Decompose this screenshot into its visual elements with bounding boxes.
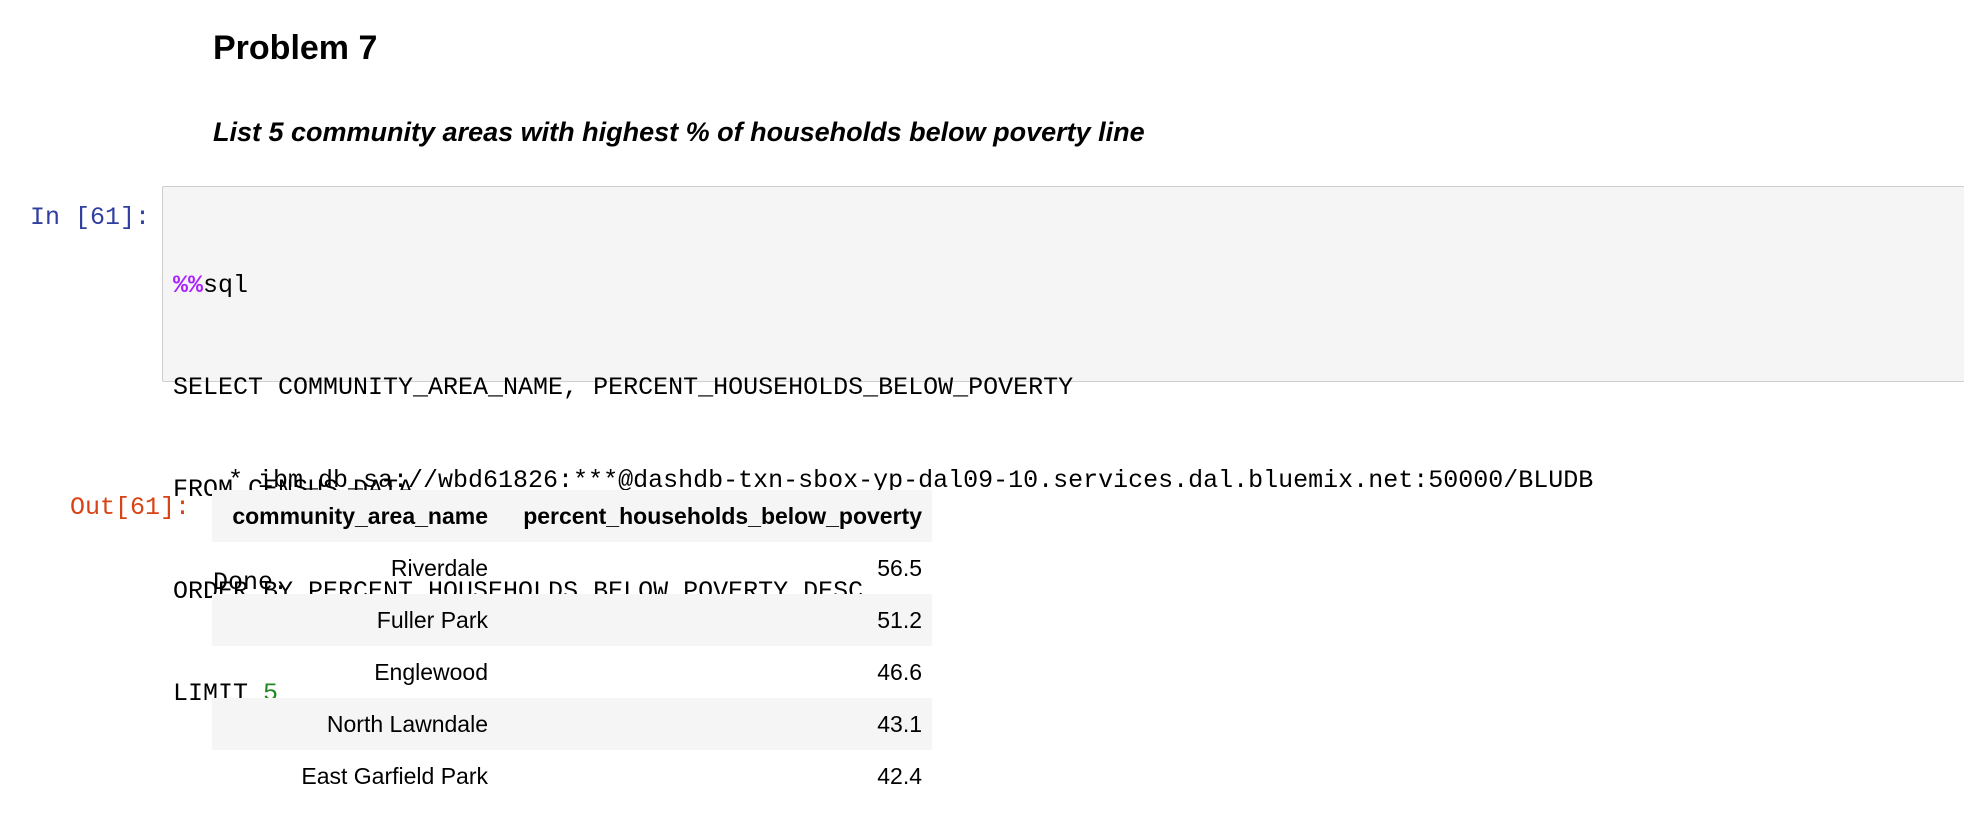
problem-description: List 5 community areas with highest % of… bbox=[213, 117, 1145, 147]
percent-below-poverty-cell: 46.6 bbox=[877, 658, 922, 685]
community-area-name-cell: North Lawndale bbox=[212, 698, 498, 750]
table-row: Riverdale 56.5 bbox=[212, 542, 932, 594]
sql-code-cell[interactable]: %%sql SELECT COMMUNITY_AREA_NAME, PERCEN… bbox=[162, 186, 1964, 708]
magic-prefix: %% bbox=[173, 271, 204, 300]
code-line-magic: %%sql bbox=[173, 269, 1964, 303]
percent-below-poverty-cell: 56.5 bbox=[877, 554, 922, 581]
community-area-name-cell: East Garfield Park bbox=[301, 762, 488, 789]
code-line-select: SELECT COMMUNITY_AREA_NAME, PERCENT_HOUS… bbox=[173, 373, 1074, 402]
stdout-output: * ibm_db_sa://wbd61826:***@dashdb-txn-sb… bbox=[213, 396, 1593, 634]
table-row: Fuller Park 51.2 bbox=[212, 594, 932, 646]
result-table: community_area_name percent_households_b… bbox=[212, 490, 932, 802]
magic-name: sql bbox=[203, 271, 249, 300]
table-row: East Garfield Park 42.4 bbox=[212, 750, 932, 802]
community-area-name-cell: Riverdale bbox=[390, 554, 488, 581]
percent-below-poverty-cell: 51.2 bbox=[498, 594, 932, 646]
output-prompt: Out[61]: bbox=[69, 493, 190, 522]
code-line-limit: LIMIT 5 bbox=[173, 677, 1964, 711]
percent-below-poverty-cell: 43.1 bbox=[498, 698, 932, 750]
input-prompt: In [61]: bbox=[29, 203, 150, 232]
table-header-row: community_area_name percent_households_b… bbox=[212, 490, 932, 542]
community-area-name-cell: Englewood bbox=[374, 658, 488, 685]
table-row: North Lawndale 43.1 bbox=[212, 698, 932, 750]
column-header-percent-households-below-poverty: percent_households_below_poverty bbox=[498, 490, 932, 542]
column-header-community-area-name: community_area_name bbox=[212, 490, 498, 542]
done-status: Done. bbox=[213, 568, 289, 597]
problem-heading: Problem 7 bbox=[213, 29, 378, 67]
table-row: Englewood 46.6 bbox=[212, 646, 932, 698]
percent-below-poverty-cell: 42.4 bbox=[877, 762, 922, 789]
community-area-name-cell: Fuller Park bbox=[212, 594, 498, 646]
